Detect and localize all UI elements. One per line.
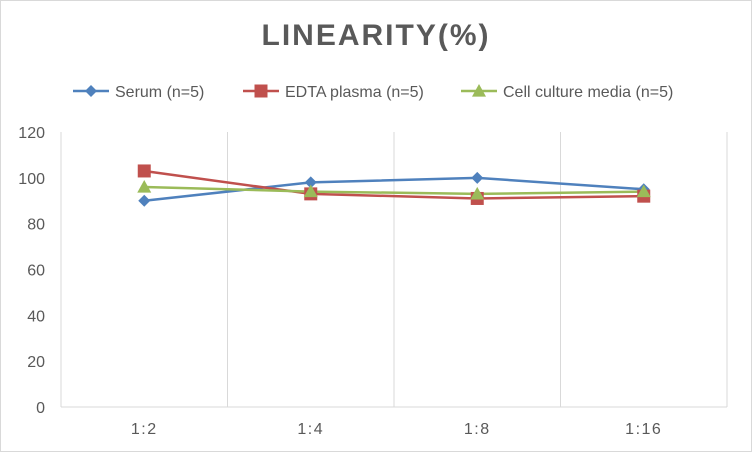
- series-line-1: [144, 169, 644, 200]
- data-point: [303, 184, 318, 198]
- legend-label: Cell culture media (n=5): [503, 84, 673, 101]
- y-tick-label: 80: [27, 217, 45, 234]
- series-markers: [137, 164, 651, 207]
- y-tick-label: 120: [18, 125, 45, 142]
- grid-lines: [60, 132, 728, 407]
- data-point: [304, 176, 317, 189]
- legend-marker: [472, 84, 486, 97]
- legend-label: Serum (n=5): [115, 84, 204, 101]
- y-tick-label: 20: [27, 354, 45, 371]
- y-tick-label: 0: [36, 400, 45, 417]
- x-tick-label: 1:4: [297, 421, 324, 438]
- y-tick-label: 60: [27, 263, 45, 280]
- y-tick-label: 100: [18, 171, 45, 188]
- x-tick-label: 1:16: [625, 421, 662, 438]
- axes: 0 20 40 60 80 100 120 1:2 1:4 1:8 1:16: [18, 125, 727, 438]
- series-lines: [144, 169, 644, 202]
- series-line-0: [144, 176, 644, 202]
- legend: Serum (n=5) EDTA plasma (n=5) Cell culture…: [73, 84, 673, 101]
- data-point: [470, 186, 485, 200]
- legend-marker: [85, 85, 97, 97]
- y-tick-label: 40: [27, 308, 45, 325]
- data-point: [137, 180, 152, 193]
- data-point: [636, 184, 651, 198]
- data-point: [471, 171, 484, 184]
- x-tick-label: 1:8: [464, 421, 491, 438]
- legend-marker: [254, 84, 268, 98]
- data-point: [138, 194, 151, 207]
- series-line-2: [144, 185, 644, 196]
- data-point: [137, 164, 151, 178]
- x-tick-label: 1:2: [131, 421, 158, 438]
- chart-title: LINEARITY(%): [261, 19, 491, 52]
- legend-label: EDTA plasma (n=5): [285, 84, 424, 101]
